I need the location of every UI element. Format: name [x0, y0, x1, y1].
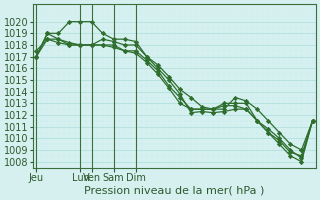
X-axis label: Pression niveau de la mer( hPa ): Pression niveau de la mer( hPa )	[84, 186, 265, 196]
